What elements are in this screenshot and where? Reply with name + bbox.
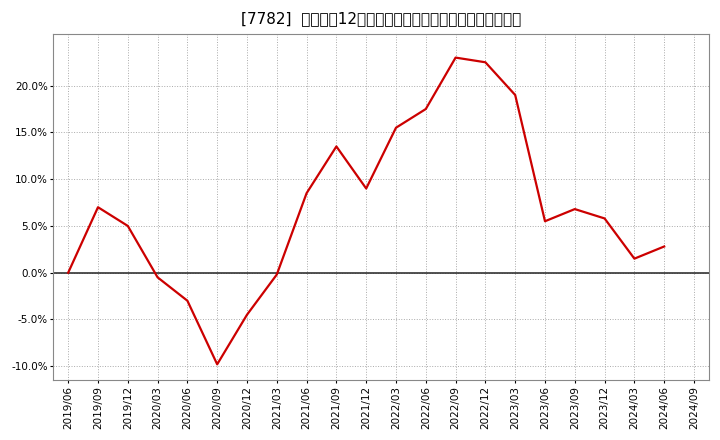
Title: [7782]  売上高の12か月移動合計の対前年同期増減率の推移: [7782] 売上高の12か月移動合計の対前年同期増減率の推移 [241,11,521,26]
